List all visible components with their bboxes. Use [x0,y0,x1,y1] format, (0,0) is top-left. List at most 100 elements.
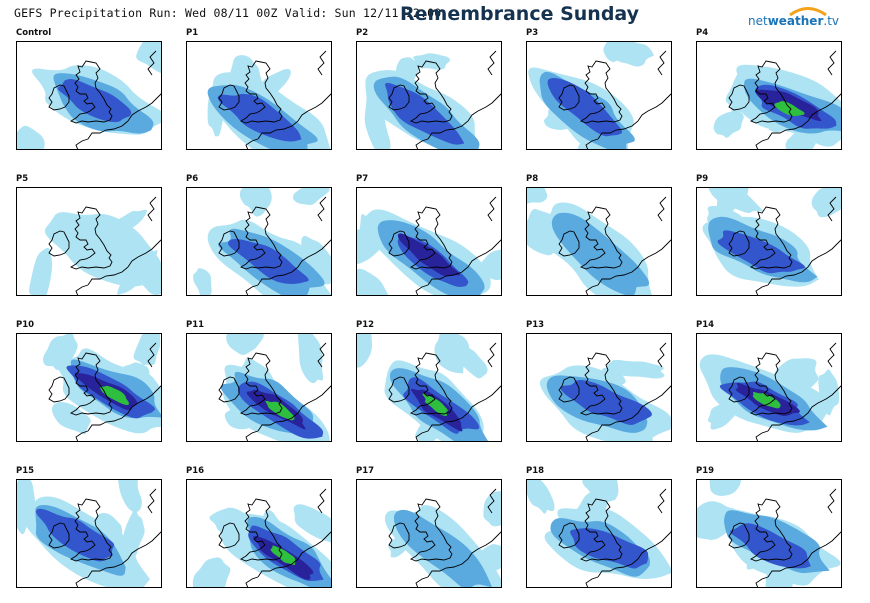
map-frame [526,187,672,296]
run-info: GEFS Precipitation Run: Wed 08/11 00Z Va… [14,6,442,20]
precip-patch-light [136,41,162,74]
panel-label: P15 [16,466,35,476]
precip-patch-light [713,110,744,138]
ensemble-panel: P7 [356,174,502,296]
precip-patch-light [193,268,212,296]
map-frame [186,41,332,150]
panel-label: Control [16,28,52,38]
map-svg [186,333,332,442]
precip-patch-light [118,479,142,513]
ensemble-panel: Control [16,28,162,150]
precipitation-map [526,333,672,442]
precip-patch-light [293,504,332,543]
map-frame [356,187,502,296]
precipitation-map [696,479,842,588]
header: GEFS Precipitation Run: Wed 08/11 00Z Va… [0,0,870,30]
precip-layer [356,209,502,296]
map-frame [16,333,162,442]
precip-layer [29,209,162,296]
map-svg [356,41,502,150]
precip-band-strong [385,82,465,145]
precipitation-map [356,479,502,588]
map-svg [186,41,332,150]
precip-patch-light [434,333,470,374]
map-svg [696,479,842,588]
panel-label: P16 [186,466,205,476]
map-svg [16,333,162,442]
precipitation-map [356,187,502,296]
precip-patch-light [133,333,161,366]
precipitation-map [526,41,672,150]
precip-patch-light [297,333,324,384]
precip-layer [699,354,840,433]
precip-band-extreme [265,400,295,421]
precip-patch-light [526,187,548,205]
brand-mid: weather [767,14,824,28]
map-frame [356,333,502,442]
precip-band-strong [560,379,652,425]
precip-patch-light [226,333,264,355]
precip-patch-light [811,187,842,218]
map-frame [526,333,672,442]
panel-label: P7 [356,174,369,184]
precipitation-map [186,333,332,442]
ensemble-panel: P13 [526,320,672,442]
map-svg [16,41,162,150]
precip-band-medium [393,509,493,588]
precipitation-map [526,479,672,588]
precip-patch-light [603,41,629,63]
map-svg [186,187,332,296]
netweather-logo[interactable]: netweather.tv [748,7,863,28]
precip-band-strong [35,508,115,562]
map-frame [356,41,502,150]
map-frame [186,333,332,442]
precipitation-map [696,41,842,150]
precipitation-map [16,187,162,296]
precipitation-map [16,333,162,442]
precipitation-map [696,333,842,442]
precip-band-extreme [422,393,448,417]
ensemble-panel: P18 [526,466,672,588]
precip-band-strong [570,528,649,569]
precip-patch-light [192,557,231,588]
map-svg [696,333,842,442]
map-svg [16,187,162,296]
brand-suffix: .tv [823,14,839,28]
map-frame [16,41,162,150]
map-svg [526,333,672,442]
precip-patch-light [293,187,330,205]
ensemble-panel: P6 [186,174,332,296]
precip-band-extreme [270,545,296,566]
precip-patch-light [526,479,555,514]
precipitation-map [526,187,672,296]
ensemble-panel: P12 [356,320,502,442]
panel-label: P6 [186,174,199,184]
map-svg [526,479,672,588]
map-svg [356,479,502,588]
precip-patch-light [483,491,502,527]
precip-patch-light [16,479,37,535]
precip-band-strong [717,230,805,274]
ensemble-panel: P5 [16,174,162,296]
precip-band-strong [227,239,309,285]
map-frame [696,41,842,150]
precipitation-map [186,187,332,296]
precip-layer [43,333,162,435]
precipitation-map [186,479,332,588]
precip-patch-light [364,96,391,150]
map-svg [186,479,332,588]
ensemble-panel: P10 [16,320,162,442]
ensemble-panel: P2 [356,28,502,150]
precip-layer [713,64,842,150]
ensemble-panel: P11 [186,320,332,442]
precip-patch-light [301,235,332,285]
precip-patch-light [29,247,53,296]
map-svg [356,187,502,296]
precip-patch-light [708,187,764,213]
precip-layer [526,479,672,579]
precip-band-extreme [100,385,129,406]
precip-patch-light [16,125,45,150]
precip-patch-light [356,333,373,368]
page-title: Remembrance Sunday [400,3,640,25]
precip-patch-light [582,479,619,503]
